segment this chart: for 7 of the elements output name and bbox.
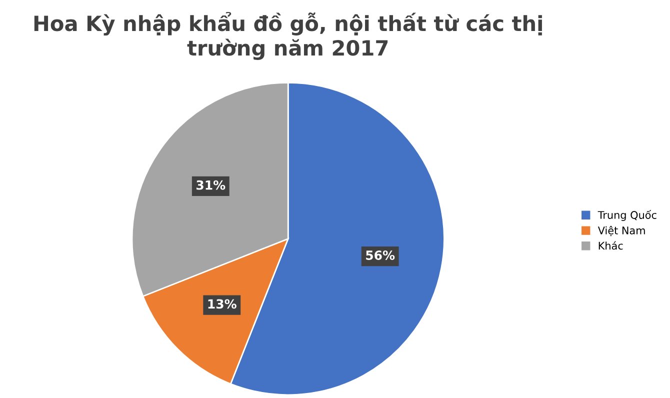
data-label: 56% <box>366 250 395 260</box>
legend-label: Việt Nam <box>598 226 645 236</box>
legend-label: Khác <box>598 241 623 250</box>
legend-label: Trung Quốc <box>598 210 656 221</box>
data-label: 13% <box>208 299 236 309</box>
data-label: 31% <box>196 180 226 190</box>
chart-title: Hoa Kỳ nhập khẩu đồ gỗ, nội thất từ các thị trường năm 2017 <box>34 12 542 60</box>
